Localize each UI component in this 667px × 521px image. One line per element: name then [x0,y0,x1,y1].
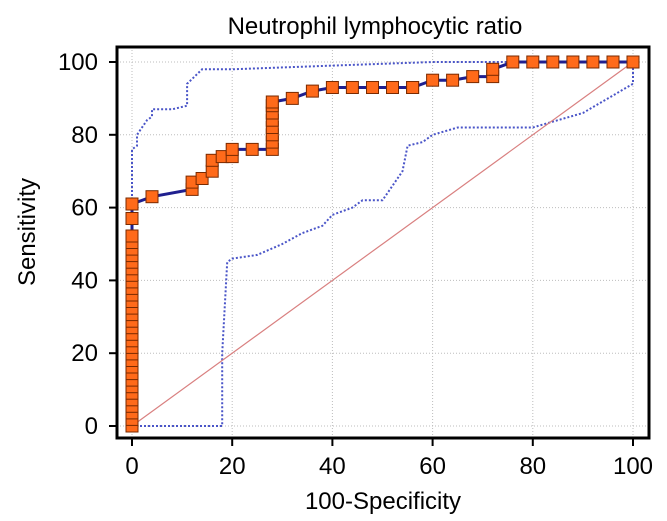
confidence-lower-line [132,62,634,427]
roc-point [626,55,640,69]
roc-point [305,84,319,98]
roc-point [566,55,580,69]
x-tick-label: 20 [219,453,246,480]
tick-layer: 0 20 40 60 80 100 0 20 40 60 80 100 [58,49,653,480]
y-tick-label: 0 [85,413,98,440]
roc-point [125,197,139,211]
roc-point [406,81,420,94]
y-tick-label: 20 [71,340,98,367]
roc-point [285,91,299,105]
series-layer [130,60,634,427]
roc-point [526,55,540,69]
roc-point [486,62,500,76]
roc-point [366,81,379,94]
x-tick-label: 0 [125,453,138,480]
roc-point [265,95,279,109]
roc-point [245,142,259,156]
roc-point [325,81,339,94]
chart-title: Neutrophil lymphocytic ratio [228,13,523,40]
reference-diagonal-line [131,61,634,427]
roc-point [345,81,359,94]
y-tick-label: 80 [71,122,98,149]
roc-point [546,55,560,69]
confidence-upper-line [131,61,633,204]
roc-point [125,229,139,243]
x-tick-label: 60 [419,453,446,480]
roc-point [205,164,219,178]
roc-point [466,70,480,84]
roc-point [506,55,520,69]
marker-layer [125,55,640,433]
roc-point [145,190,159,204]
roc-point [586,55,600,69]
roc-point [386,81,399,94]
roc-point [195,172,209,185]
roc-point [125,212,139,225]
y-tick-label: 40 [71,267,98,294]
roc-point [606,55,620,69]
x-axis-label: 100-Specificity [305,488,461,515]
x-tick-label: 100 [613,453,653,480]
roc-point [225,142,239,156]
x-tick-label: 40 [319,453,346,480]
roc-point [426,73,440,87]
plot-frame [115,45,651,440]
x-tick-label: 80 [519,453,546,480]
y-tick-label: 60 [71,195,98,222]
y-tick-label: 100 [58,49,98,76]
y-axis-label: Sensitivity [14,178,41,286]
roc-point [446,73,460,87]
